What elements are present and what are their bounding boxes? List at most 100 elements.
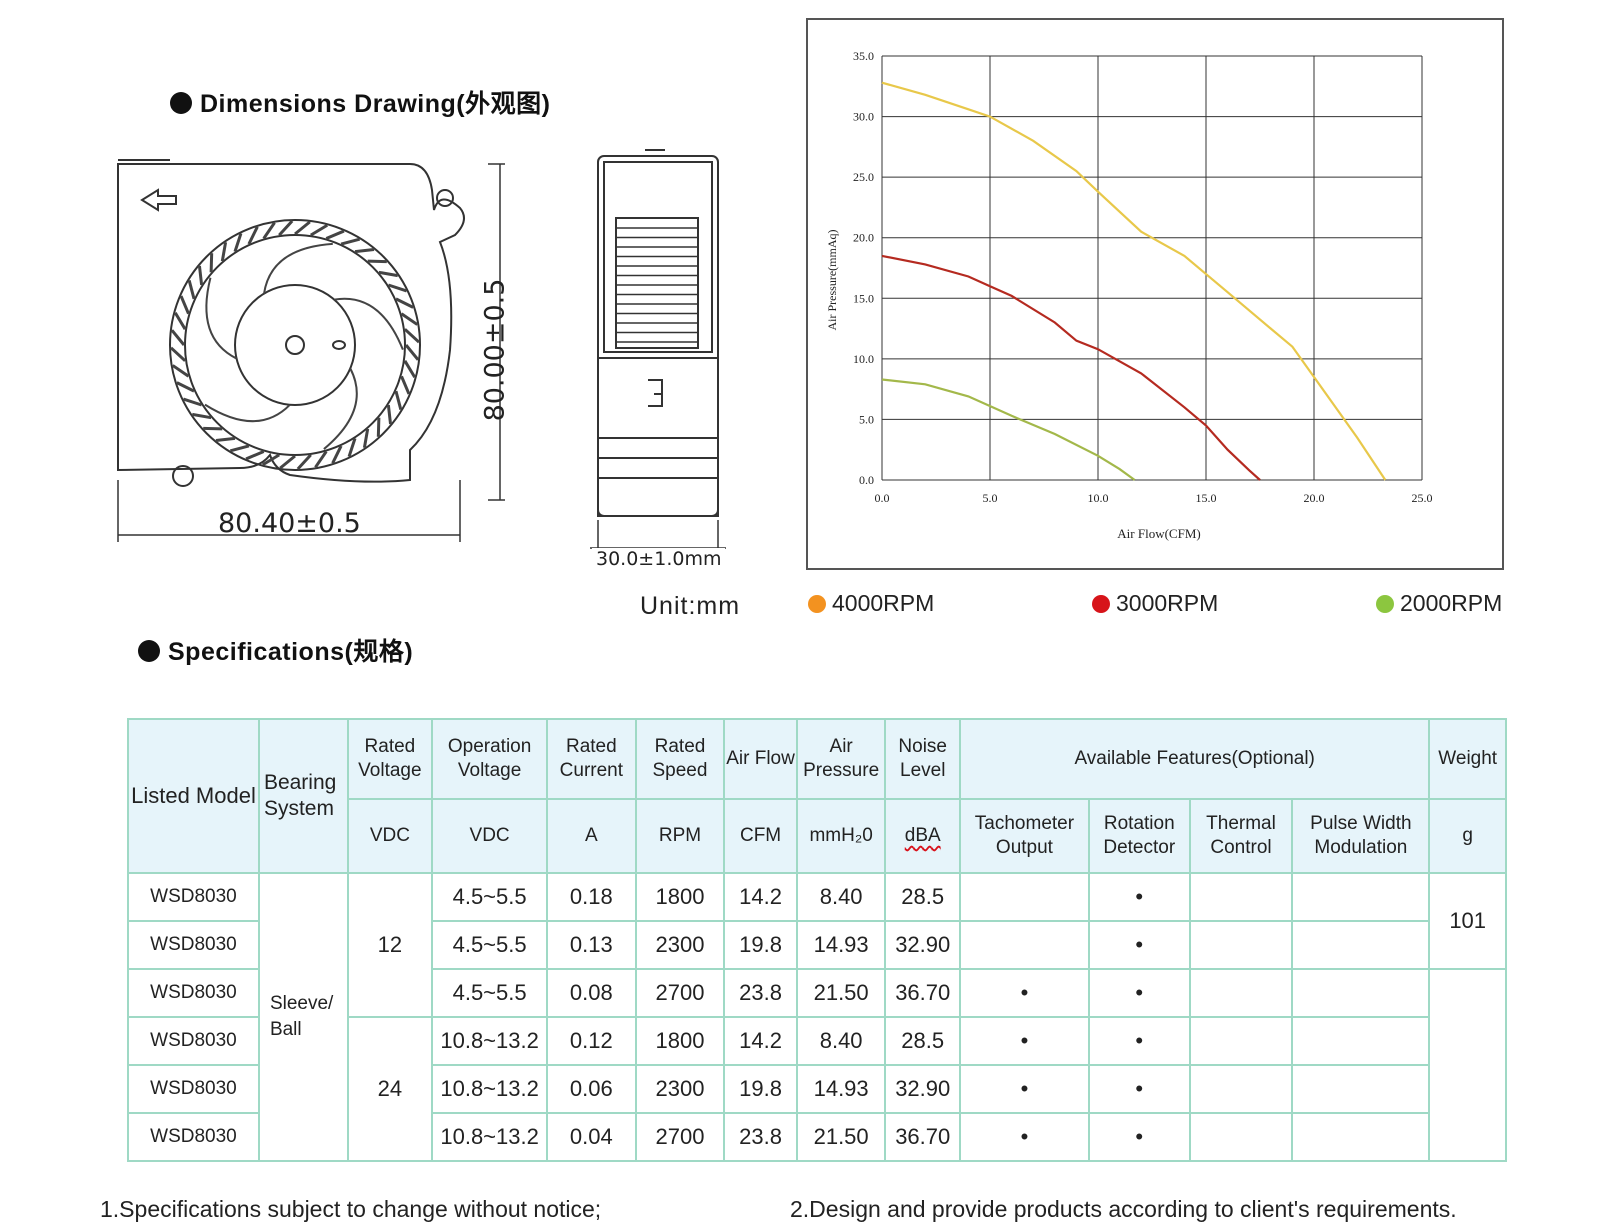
chart-series-line-2000rpm [881,378,1136,481]
impeller-spoke [323,367,358,450]
legend-item-4000rpm: 4000RPM [808,590,934,617]
impeller-blade [197,265,204,286]
impeller-blade [403,360,417,378]
impeller-blade [325,229,345,240]
legend-dot-icon [808,594,826,613]
impeller-blade [400,375,411,395]
weight-cell-empty [1428,968,1507,1162]
impeller-blade [367,259,387,264]
chart-series-line-4000rpm [881,81,1387,481]
height-dimension: 80.00±0.5 [479,278,511,422]
noise-level-cell: 32.90 [884,1064,961,1114]
dimensions-title: Dimensions Drawing(外观图) [170,84,550,120]
header-air-flow: Air Flow [723,718,798,800]
impeller-blade [203,426,223,431]
table-row: WSD8030 10.8~13.2 0.06 2300 19.8 14.93 32.90 • • [127,1064,1506,1114]
impeller-blade [262,453,280,467]
air-pressure-cell: 21.50 [795,1112,887,1162]
thermal-control-cell [1188,920,1294,970]
rated-voltage-cell: 12 [346,872,434,1018]
chart-x-tick-label: 10.0 [1088,491,1109,505]
impeller-blade [229,444,250,453]
table-row: WSD8030 10.8~13.2 0.04 2700 23.8 21.50 36.70 • • [127,1112,1506,1162]
unit-label: Unit:mm [640,592,741,620]
thermal-control-cell [1188,1064,1294,1114]
specifications-table: Listed Model Bearing System Rated Voltag… [127,718,1507,1162]
noise-level-cell: 28.5 [884,1016,961,1066]
impeller-blade [296,453,312,470]
header-pulse-width-modulation: Pulse Width Modulation [1291,798,1431,874]
air-flow-cell: 19.8 [723,1064,798,1114]
header-bearing-system: Bearing System [257,718,349,874]
impeller-blade [233,232,243,253]
width-dimension: 80.40±0.5 [218,508,361,539]
fan-front-view-drawing [117,159,505,542]
table-row: WSD8030 4.5~5.5 0.08 2700 23.8 21.50 36.70 • • [127,968,1507,1162]
noise-level-cell: 32.90 [884,920,961,970]
rated-speed-cell: 2300 [634,1064,726,1114]
rated-speed-cell: 2300 [634,920,726,970]
air-pressure-cell: 21.50 [795,968,887,1018]
bearing-cell: Sleeve/ Ball [257,872,349,1162]
footnote-2: 2.Design and provide products according … [790,1196,1457,1222]
impeller-spoke [263,242,333,294]
chart-y-tick-label: 35.0 [853,49,874,63]
chart-x-tick-label: 0.0 [875,491,890,505]
header-tachometer-output: Tachometer Output [958,798,1090,874]
impeller-blade [347,437,357,458]
rotation-detector-cell: • [1087,1064,1191,1114]
header-rated-current: Rated Current [546,718,637,800]
impeller-blade [400,312,419,326]
impeller-blade [215,436,236,443]
tachometer-cell: • [958,1064,1090,1114]
air-flow-cell: 14.2 [723,1016,798,1066]
table-row: WSD8030 4.5~5.5 0.13 2300 19.8 14.93 32.90 • [127,920,1506,970]
chart-y-tick-label: 20.0 [853,231,874,245]
fan-side-view-drawing [590,149,726,556]
pq-curve-chart: 0.0 5.0 10.0 15.0 20.0 25.0 0.0 5.0 10.0 15.0 20.0… [806,18,1504,570]
unit-air-pressure: mmH₂0 [795,798,887,874]
pwm-cell [1291,1016,1431,1066]
model-cell: WSD8030 [127,1016,260,1066]
chart-y-tick-label: 15.0 [853,291,874,305]
air-flow-cell: 19.8 [723,920,798,970]
tachometer-cell: • [958,1112,1090,1162]
noise-level-cell: 36.70 [884,968,961,1018]
impeller-blade [395,297,414,309]
impeller-blade [262,221,276,240]
chart-svg: 0.0 5.0 10.0 15.0 20.0 25.0 0.0 5.0 10.0 15.0 20.0… [825,49,1433,541]
impeller-blade [376,417,381,437]
pwm-cell [1291,968,1431,1018]
impeller-blade [170,329,186,346]
header-rated-voltage: Rated Voltage [346,718,434,800]
operation-voltage-cell: 10.8~13.2 [431,1064,549,1114]
air-flow-cell: 23.8 [723,1112,798,1162]
rated-voltage-cell: 24 [346,1016,434,1162]
tachometer-cell [958,920,1090,970]
chart-y-tick-label: 25.0 [853,170,874,184]
impeller-blade [171,364,190,378]
rotation-detector-cell: • [1087,968,1191,1018]
legend-dot-icon [1092,594,1110,613]
weight-cell: 101 [1428,872,1507,970]
impeller-blade [173,312,187,330]
rated-current-cell: 0.12 [546,1016,637,1066]
model-cell: WSD8030 [127,920,260,970]
chart-x-tick-label: 5.0 [983,491,998,505]
impeller-blade [310,223,328,237]
thermal-control-cell [1188,1112,1294,1162]
legend-item-3000rpm: 3000RPM [1092,590,1218,617]
depth-dimension: 30.0±1.0mm [592,548,726,570]
footnote-1: 1.Specifications subject to change witho… [100,1196,602,1222]
header-weight: Weight [1428,718,1507,800]
chart-x-tick-label: 15.0 [1196,491,1217,505]
header-rotation-detector: Rotation Detector [1087,798,1191,874]
unit-rated-current: A [546,798,637,874]
legend-item-2000rpm: 2000RPM [1376,590,1502,617]
impeller-blade [247,226,259,245]
impeller-blade [378,270,399,278]
pwm-cell [1291,920,1431,970]
air-pressure-cell: 14.93 [795,920,887,970]
header-rated-speed: Rated Speed [634,718,726,800]
noise-level-cell: 28.5 [884,872,961,922]
